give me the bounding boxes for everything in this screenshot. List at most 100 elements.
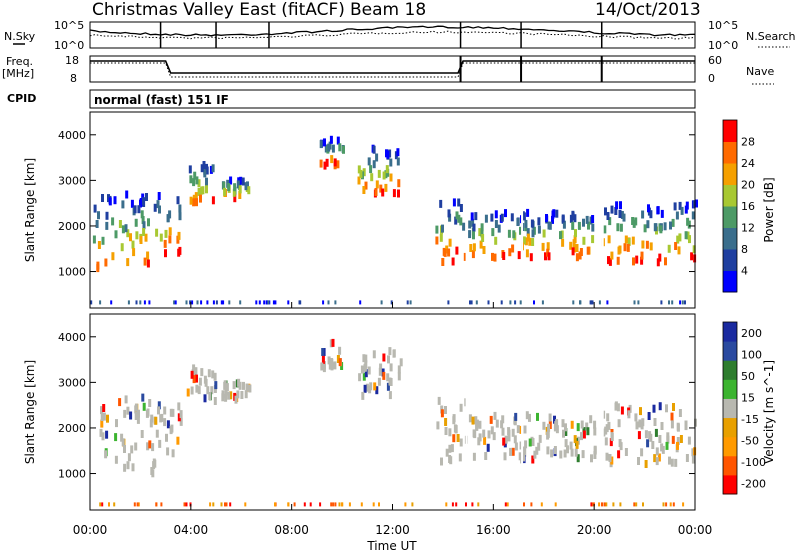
- echo-cell: [603, 502, 606, 507]
- echo-cell: [603, 225, 607, 234]
- echo-cell: [206, 386, 210, 395]
- echo-cell: [507, 229, 511, 238]
- echo-cell: [125, 190, 129, 199]
- echo-cell: [470, 300, 473, 305]
- echo-cell: [448, 444, 452, 453]
- echo-cell: [338, 358, 342, 367]
- echo-cell: [142, 197, 145, 206]
- echo-cell: [449, 456, 453, 465]
- nave-line: [90, 62, 695, 78]
- echo-cell: [445, 448, 449, 457]
- echo-cell: [605, 452, 609, 461]
- echo-cell: [542, 229, 546, 238]
- echo-cell: [654, 428, 658, 437]
- echo-cell: [570, 448, 574, 457]
- echo-cell: [146, 442, 150, 451]
- echo-cell: [448, 238, 452, 247]
- data-gap: [465, 374, 468, 474]
- echo-cell: [388, 149, 392, 158]
- echo-cell: [192, 375, 196, 384]
- echo-cell: [205, 177, 208, 186]
- echo-cell: [448, 428, 452, 437]
- echo-cell: [533, 300, 535, 305]
- echo-cell: [197, 386, 201, 395]
- echo-cell: [234, 395, 238, 404]
- echo-cell: [684, 205, 688, 214]
- echo-cell: [511, 447, 515, 456]
- echo-cell: [447, 300, 450, 305]
- echo-cell: [502, 252, 506, 260]
- echo-cell: [569, 241, 573, 250]
- echo-cell: [330, 502, 333, 507]
- echo-cell: [627, 238, 631, 246]
- echo-cell: [519, 300, 522, 305]
- echo-cell: [687, 220, 691, 229]
- echo-cell: [593, 420, 597, 429]
- echo-cell: [102, 404, 106, 412]
- echo-cell: [123, 445, 126, 453]
- echo-cell: [519, 425, 523, 434]
- echo-cell: [114, 455, 118, 464]
- echo-cell: [99, 300, 102, 305]
- echo-cell: [608, 454, 612, 462]
- echo-cell: [624, 448, 628, 456]
- echo-cell: [503, 452, 507, 461]
- echo-cell: [160, 502, 163, 507]
- echo-cell: [389, 363, 393, 372]
- echo-cell: [680, 206, 684, 215]
- echo-cell: [640, 256, 644, 265]
- velocity-colorbar: 200 100 50 15 -15 -50 -100 -200: [722, 321, 766, 495]
- echo-cell: [454, 216, 458, 225]
- noise-right-tick-top: 10^5: [708, 19, 738, 32]
- echo-cell: [148, 440, 152, 449]
- echo-cell: [99, 428, 103, 437]
- echo-cell: [585, 215, 589, 224]
- echo-cell: [137, 409, 140, 418]
- colorbar-swatch: [723, 455, 737, 476]
- colorbar-tick-label: 100: [741, 348, 762, 361]
- cpid-mode: normal (fast) 151 IF: [94, 93, 229, 107]
- echo-cell: [484, 214, 488, 223]
- echo-cell: [263, 300, 266, 305]
- echo-cell: [678, 233, 682, 242]
- echo-cell: [214, 381, 218, 390]
- echo-cell: [642, 502, 644, 507]
- echo-cell: [107, 194, 110, 203]
- echo-cell: [480, 229, 484, 238]
- echo-cell: [166, 420, 170, 429]
- echo-cell: [364, 369, 368, 378]
- colorbar-tick-label: 4: [741, 265, 748, 278]
- echo-cell: [688, 235, 691, 244]
- echo-cell: [459, 438, 463, 447]
- echo-cell: [126, 461, 130, 470]
- echo-cell: [323, 138, 326, 147]
- echo-cell: [225, 502, 228, 507]
- echo-cell: [255, 300, 258, 305]
- echo-cell: [673, 202, 677, 211]
- echo-cell: [287, 300, 290, 305]
- echo-cell: [242, 381, 245, 390]
- echo-cell: [388, 391, 392, 400]
- echo-cell: [233, 183, 237, 192]
- noise-search-label: N.Search: [746, 30, 796, 43]
- echo-cell: [462, 222, 466, 231]
- echo-cell: [166, 447, 170, 456]
- echo-cell: [497, 224, 501, 233]
- echo-cell: [121, 438, 125, 447]
- echo-cell: [493, 411, 497, 420]
- echo-cell: [569, 441, 573, 450]
- echo-cell: [651, 441, 655, 449]
- echo-cell: [336, 160, 340, 169]
- echo-cell: [441, 258, 445, 266]
- echo-cell: [676, 437, 680, 445]
- echo-cell: [90, 300, 93, 305]
- y-tick-label: 4000: [58, 331, 86, 344]
- echo-cell: [319, 140, 323, 149]
- echo-cell: [500, 420, 504, 429]
- echo-cell: [136, 415, 140, 424]
- colorbar-swatch: [723, 417, 737, 438]
- echo-cell: [473, 430, 477, 439]
- echo-cell: [551, 215, 554, 224]
- echo-cell: [671, 218, 675, 227]
- echo-cell: [580, 420, 584, 429]
